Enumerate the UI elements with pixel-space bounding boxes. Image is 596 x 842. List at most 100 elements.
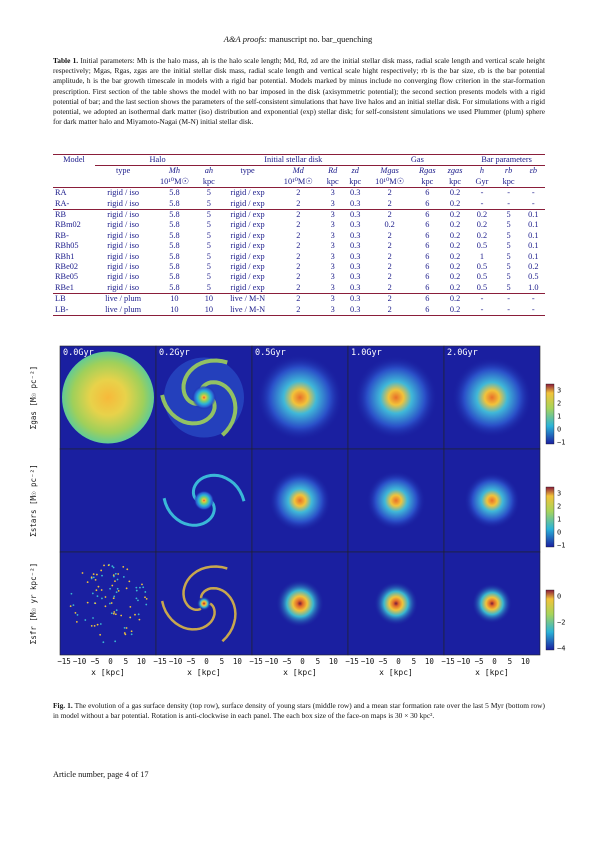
x-tick-label: 0 [204,657,209,666]
x-tick-label: −5 [90,657,99,666]
sfr-speck [82,572,84,574]
column-unit [522,177,545,188]
table-row: RBe1 rigid / iso 5.8 5 rigid / exp 2 3 0.3 2 6 0.2… [53,283,545,294]
column-name: type [220,166,275,177]
table-cell: 0.2 [442,199,468,210]
table-row: RBe05 rigid / iso 5.8 5 rigid / exp 2 3 0.3 2 6 0.… [53,272,545,282]
table-cell: 6 [413,241,442,251]
x-tick-label: −10 [73,657,87,666]
x-tick-label: −15 [249,657,263,666]
table-cell: 10 [198,294,221,305]
column-name: h [468,166,495,177]
sfr-speck [91,625,93,627]
x-tick-label: −5 [282,657,291,666]
table-cell: 0.2 [442,188,468,199]
sfr-speck [76,621,78,623]
column-name: Mh [151,166,197,177]
table-cell: 5.8 [151,210,197,221]
colorbar [546,590,554,650]
table-row: RB-rigid / iso 5.8 5 rigid / exp 2 3 0.3 2 6 0.2 0… [53,231,545,241]
map-panel [444,346,540,449]
stellar-disk [269,470,331,532]
sfr-speck [113,576,115,578]
sfr-speck [111,602,113,604]
sfr-speck [111,565,113,567]
figure-caption: Fig. 1. The evolution of a gas surface d… [53,701,545,721]
sfr-speck [94,602,96,604]
table-cell: rigid / exp [220,262,275,272]
model-name-cell: LB [53,294,95,305]
x-tick-label: −15 [345,657,359,666]
table-cell: 3 [321,188,344,199]
column-name: Mgas [366,166,412,177]
sfr-speck [108,564,110,566]
map-panel [156,449,252,552]
table-cell: 0.5 [468,272,495,282]
table-row: RBh1 rigid / iso 5.8 5 rigid / exp 2 3 0.3 2 6 0.2… [53,252,545,262]
sfr-speck [98,586,100,588]
model-name-cell: RBh05 [53,241,95,251]
sfr-speck [94,625,96,627]
table-cell: 0.2 [442,305,468,316]
table-cell: 5.8 [151,262,197,272]
table-cell: 0.3 [344,220,367,230]
table-cell: 6 [413,231,442,241]
table-cell: live / plum [95,294,151,305]
table-cell: - [496,305,522,316]
table-cell: 5 [198,272,221,282]
x-axis-label: x [kpc] [379,668,413,677]
x-axis-label: x [kpc] [187,668,221,677]
table-cell: 2 [275,283,321,294]
x-tick-label: 5 [412,657,417,666]
table-cell: 3 [321,199,344,210]
table-cell: 0.2 [442,294,468,305]
sfr-disk [472,584,512,624]
time-label: 0.2Gyr [159,348,190,358]
column-name: zd [344,166,367,177]
sfr-speck [131,633,133,635]
column-unit [220,177,275,188]
table-cell: rigid / exp [220,241,275,251]
column-name-blank [53,166,95,177]
sfr-speck [77,614,79,616]
column-name: type [95,166,151,177]
stellar-disk [367,471,426,530]
table-cell: 5 [198,199,221,210]
sfr-speck [142,586,144,588]
group-header-model: Model [53,155,95,166]
time-label: 2.0Gyr [447,348,478,358]
sfr-speck [113,611,115,613]
table-cell: 0.3 [344,262,367,272]
group-header-bar: Bar parameters [468,155,545,166]
map-panel [60,346,156,449]
colorbar-tick: −2 [557,619,565,627]
sfr-speck [84,619,86,621]
sfr-speck [70,605,72,607]
table-cell: - [522,188,545,199]
table-cell: 0.2 [442,262,468,272]
table-cell: 0.2 [442,252,468,262]
figure-panels [60,346,540,655]
sfr-speck [124,632,126,634]
table-cell: 0.3 [344,188,367,199]
column-unit: Gyr [468,177,495,188]
table-cell: 3 [321,272,344,282]
time-label: 1.0Gyr [351,348,382,358]
table-cell: rigid / exp [220,210,275,221]
table-cell: 2 [275,199,321,210]
stellar-disk [464,473,520,529]
table-cell: 2 [275,294,321,305]
table-cell: 5 [198,241,221,251]
sfr-speck [145,604,147,606]
column-unit: 10¹⁰M☉ [151,177,197,188]
table-cell: - [496,199,522,210]
table-row: RBm02 rigid / iso 5.8 5 rigid / exp 2 3 0.3 0.2 6… [53,220,545,230]
map-panel [60,449,156,552]
panel-frame [60,449,156,552]
map-panel [444,449,540,552]
column-unit: 10¹⁰M☉ [275,177,321,188]
table-cell: 5 [198,262,221,272]
sfr-speck [100,570,102,572]
table-cell: 0.3 [344,283,367,294]
colorbar-tick: −1 [557,542,565,550]
